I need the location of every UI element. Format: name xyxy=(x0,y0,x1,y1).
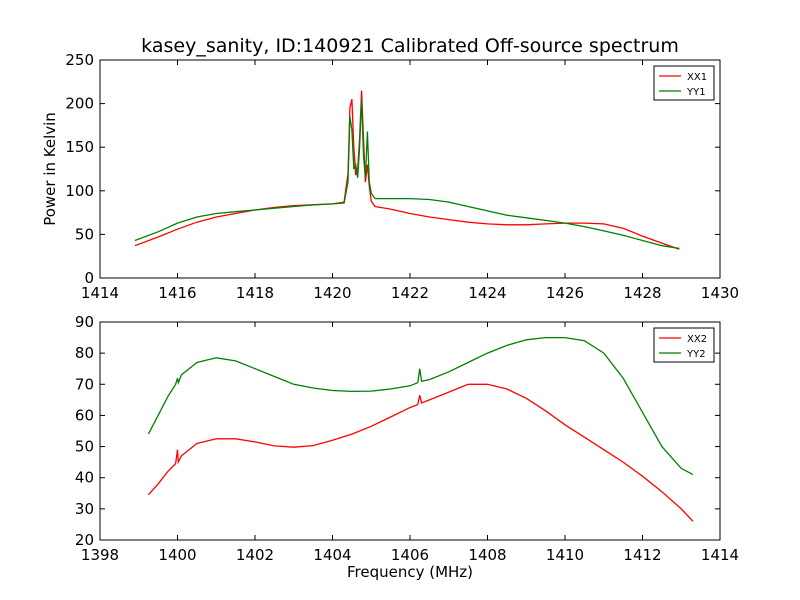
legend-label-xx2: XX2 xyxy=(687,334,707,345)
x-axis-label: Frequency (MHz) xyxy=(347,563,473,581)
plot-frame xyxy=(99,321,721,541)
y-tick-label: 150 xyxy=(65,138,94,156)
x-tick-label: 1410 xyxy=(546,546,584,564)
y-tick-label: 80 xyxy=(75,344,94,362)
x-tick-label: 1430 xyxy=(701,284,739,302)
x-tick-label: 1428 xyxy=(623,284,661,302)
x-tick-label: 1418 xyxy=(236,284,274,302)
series-group xyxy=(134,90,680,250)
legend-label-yy2: YY2 xyxy=(686,349,706,360)
x-tick-label: 1402 xyxy=(236,546,274,564)
y-tick-label: 20 xyxy=(75,531,94,549)
y-tick-label: 200 xyxy=(65,95,94,113)
y-axis-label: Power in Kelvin xyxy=(41,112,59,226)
y-tick-label: 100 xyxy=(65,182,94,200)
y-tick-label: 60 xyxy=(75,406,94,424)
x-tick-label: 1420 xyxy=(313,284,351,302)
y-tick-label: 40 xyxy=(75,469,94,487)
x-tick-label: 1404 xyxy=(313,546,351,564)
legend-box xyxy=(653,65,715,101)
x-tick-label: 1398 xyxy=(81,546,119,564)
x-tick-label: 1422 xyxy=(391,284,429,302)
y-tick-label: 70 xyxy=(75,375,94,393)
x-tick-label: 1400 xyxy=(158,546,196,564)
chart-title: kasey_sanity, ID:140921 Calibrated Off-s… xyxy=(141,35,679,57)
y-tick-label: 50 xyxy=(75,438,94,456)
x-tick-label: 1416 xyxy=(158,284,196,302)
plot-frame xyxy=(99,59,721,279)
x-tick-label: 1414 xyxy=(701,546,739,564)
top-panel: 1414 1416 1418 1420 1422 1424 1426 1428 1430 0 50 1… xyxy=(41,51,739,302)
x-tick-label: 1426 xyxy=(546,284,584,302)
x-tick-label: 1424 xyxy=(468,284,506,302)
series-line-yy1 xyxy=(134,99,680,250)
y-tick-label: 90 xyxy=(75,313,94,331)
legend-box xyxy=(653,327,715,363)
legend-label-xx1: XX1 xyxy=(687,72,707,83)
series-line-xx1 xyxy=(134,90,680,250)
y-tick-label: 250 xyxy=(65,51,94,69)
series-group xyxy=(147,336,694,522)
legend-label-yy1: YY1 xyxy=(686,87,706,98)
x-tick-label: 1406 xyxy=(391,546,429,564)
y-tick-label: 0 xyxy=(84,269,94,287)
x-tick-label: 1408 xyxy=(468,546,506,564)
series-line-xx2 xyxy=(147,383,694,522)
y-tick-label: 50 xyxy=(75,225,94,243)
y-tick-label: 30 xyxy=(75,500,94,518)
x-tick-label: 1414 xyxy=(81,284,119,302)
x-tick-label: 1412 xyxy=(623,546,661,564)
bottom-panel: 1398 1400 1402 1404 1406 1408 1410 1412 1414 20 30… xyxy=(75,313,739,581)
series-line-yy2 xyxy=(147,336,694,476)
